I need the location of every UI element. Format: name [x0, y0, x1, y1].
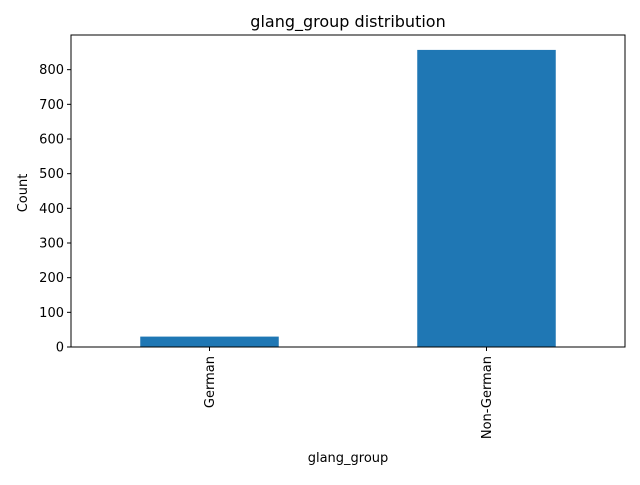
y-tick-label: 500: [39, 167, 64, 182]
y-axis-ticks: 0 100 200 300 400 500 600 700 800: [39, 63, 71, 356]
bar-non-german: [417, 49, 556, 347]
bar-german: [140, 336, 279, 347]
y-tick-label: 800: [39, 63, 64, 78]
y-tick-label: 0: [56, 341, 64, 356]
y-tick-label: 600: [39, 133, 64, 148]
bars-group: [140, 49, 556, 347]
y-tick-label: 700: [39, 98, 64, 113]
y-tick-label: 300: [39, 237, 64, 252]
y-tick-label: 400: [39, 202, 64, 217]
y-tick-label: 200: [39, 271, 64, 286]
x-tick-label: German: [203, 356, 218, 408]
x-axis-label: glang_group: [308, 451, 389, 466]
chart-title: glang_group distribution: [250, 12, 445, 32]
x-axis-ticks: German Non-German: [203, 347, 495, 439]
y-tick-label: 100: [39, 306, 64, 321]
plot-frame: [70, 34, 626, 348]
x-tick-label: Non-German: [480, 356, 495, 439]
y-axis-label: Count: [16, 174, 31, 213]
